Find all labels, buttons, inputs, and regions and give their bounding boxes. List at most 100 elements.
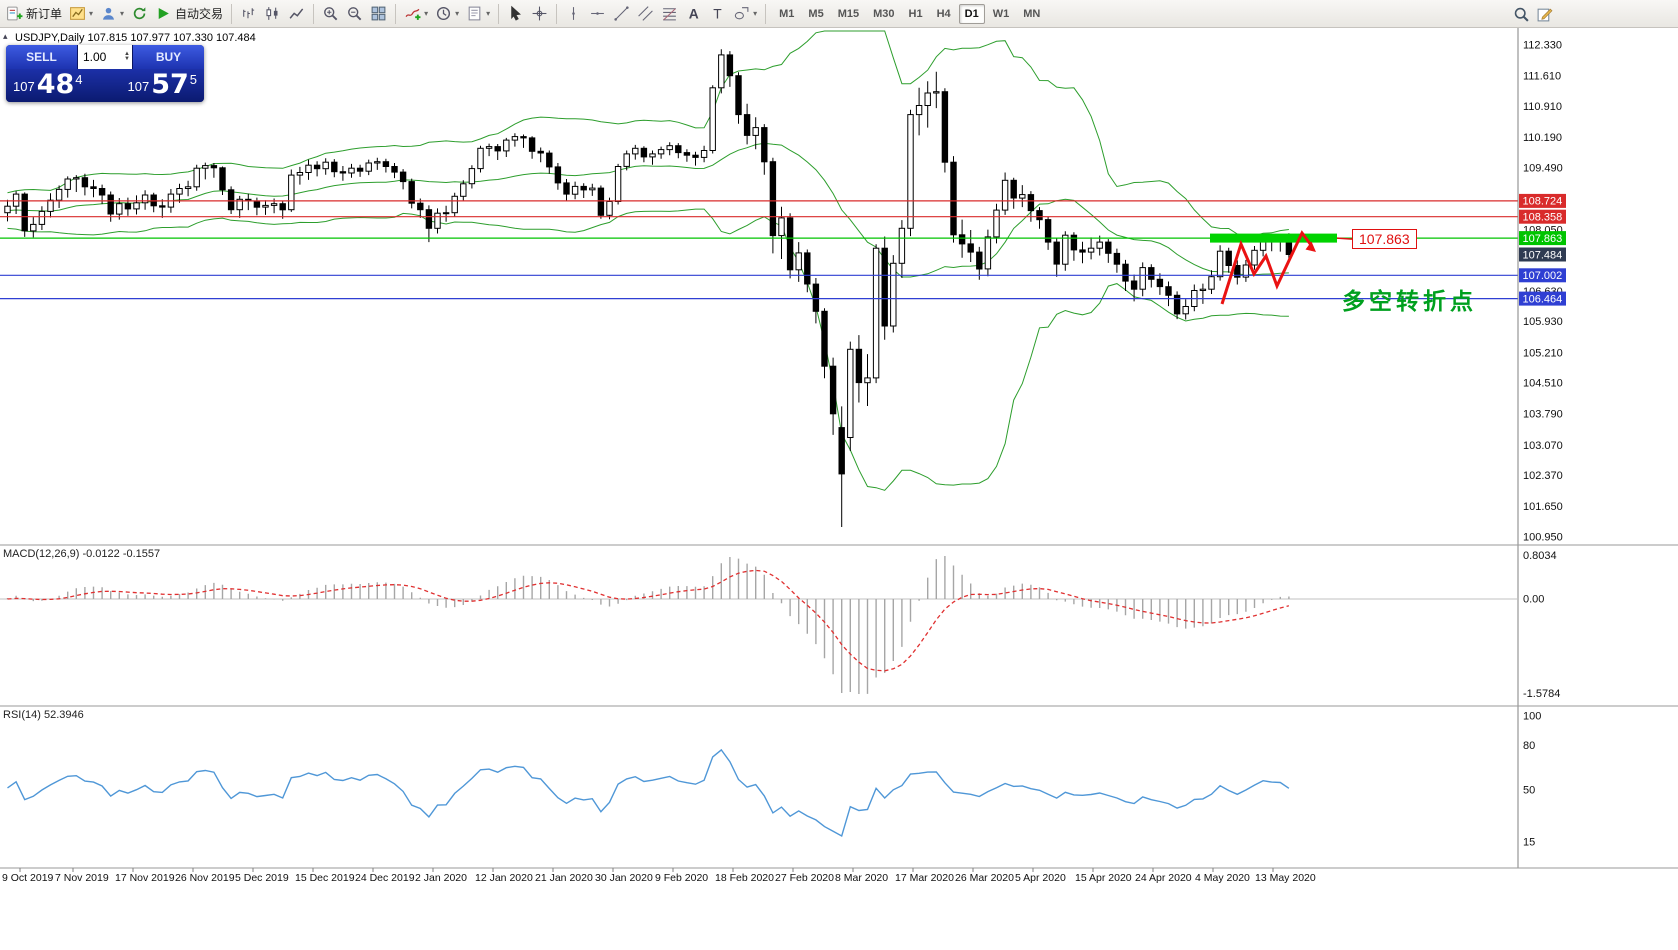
toolbar-separator: [231, 3, 233, 24]
cursor-button[interactable]: [504, 2, 527, 26]
vline-icon: [572, 7, 575, 20]
bars-button[interactable]: [237, 2, 260, 26]
trend-annotation-arrow[interactable]: [1220, 230, 1316, 305]
toolbar-separator: [395, 3, 397, 24]
fibonacci-button[interactable]: [658, 2, 681, 26]
macd-histogram: [6, 556, 1290, 694]
svg-text:15: 15: [1523, 836, 1535, 848]
timeframe-group: M1 M5 M15 M30 H1 H4 D1 W1 MN: [773, 3, 1046, 24]
price-axis-label: 109.490: [1523, 162, 1563, 174]
indicators-button[interactable]: ▾: [401, 2, 431, 26]
svg-text:0.00: 0.00: [1523, 594, 1544, 606]
rsi-line: [7, 748, 1290, 838]
shapes-button[interactable]: ▾: [730, 2, 760, 26]
macd-indicator-label: MACD(12,26,9) -0.0122 -0.1557: [3, 548, 161, 560]
date-axis-label: 21 Jan 2020: [535, 872, 593, 884]
macd-signal-line: [7, 569, 1290, 672]
label-button[interactable]: T: [706, 2, 729, 26]
svg-text:107.863: 107.863: [1523, 233, 1563, 245]
sell-price: 107 48 4: [13, 69, 83, 100]
date-axis-label: 7 Nov 2019: [55, 872, 109, 884]
callout-connector: [1336, 237, 1353, 240]
vline-button[interactable]: [562, 2, 585, 26]
shapes-icon: [734, 7, 749, 20]
dropdown-arrow-icon[interactable]: ▾: [424, 9, 429, 18]
timeframe-h1[interactable]: H1: [908, 7, 923, 20]
one-click-trading-panel: SELL 1.00 ▲ ▼ BUY 107 48 4 107 57 5: [6, 45, 204, 102]
date-axis-label: 17 Mar 2020: [895, 872, 954, 884]
svg-text:50: 50: [1523, 785, 1535, 797]
timeframe-m5[interactable]: M5: [808, 7, 824, 20]
price-axis-label: 105.210: [1523, 347, 1563, 359]
hline-button[interactable]: [586, 2, 609, 26]
line-chart-button[interactable]: [285, 2, 308, 26]
sell-button[interactable]: SELL: [6, 45, 78, 69]
svg-text:A: A: [689, 5, 699, 21]
periods-button[interactable]: ▾: [432, 2, 462, 26]
toolbar-separator: [765, 3, 767, 24]
dropdown-arrow-icon[interactable]: ▾: [89, 9, 94, 18]
price-axis-label: 105.930: [1523, 316, 1563, 328]
timeframe-m30[interactable]: M30: [873, 7, 895, 20]
autotrading-button[interactable]: 自动交易: [152, 2, 226, 26]
dropdown-arrow-icon[interactable]: ▾: [455, 9, 460, 18]
timeframe-w1[interactable]: W1: [992, 7, 1010, 20]
price-axis-label: 103.070: [1523, 440, 1563, 452]
timeframe-m15[interactable]: M15: [837, 7, 860, 20]
channel-button[interactable]: [634, 2, 657, 26]
candles-button[interactable]: [261, 2, 284, 26]
date-axis-label: 9 Feb 2020: [655, 872, 708, 884]
timeframe-m1[interactable]: M1: [779, 7, 795, 20]
zoom-in-button[interactable]: [319, 2, 342, 26]
zoom-in-icon: [324, 7, 338, 21]
zoom-out-icon: [348, 7, 362, 21]
svg-text:108.724: 108.724: [1523, 196, 1563, 208]
search-button[interactable]: [1510, 2, 1533, 26]
timeframe-h4[interactable]: H4: [936, 7, 951, 20]
dropdown-arrow-icon[interactable]: ▾: [120, 9, 125, 18]
templates-button[interactable]: ▾: [463, 2, 493, 26]
periods-icon: [437, 6, 451, 21]
timeframe-d1[interactable]: D1: [958, 3, 985, 24]
autotrading-icon: [158, 7, 169, 20]
trendline-button[interactable]: [610, 2, 633, 26]
volume-input[interactable]: 1.00 ▲ ▼: [78, 45, 132, 69]
tile-windows-button[interactable]: [367, 2, 390, 26]
date-axis-label: 27 Feb 2020: [775, 872, 834, 884]
price-tag-108.724: 108.724: [1519, 193, 1566, 208]
profiles-button[interactable]: ▾: [97, 2, 127, 26]
zoom-out-button[interactable]: [343, 2, 366, 26]
one-click-toggle-icon[interactable]: ▴: [3, 31, 8, 41]
date-axis-label: 2 Jan 2020: [415, 872, 467, 884]
search-icon: [1514, 7, 1529, 22]
timeframe-mn[interactable]: MN: [1023, 7, 1041, 20]
date-axis-label: 5 Dec 2019: [235, 872, 289, 884]
volume-spinner-icon[interactable]: ▲ ▼: [124, 51, 130, 62]
toolbar-separator: [498, 3, 500, 24]
new-order-button[interactable]: 新订单: [3, 2, 65, 26]
label-icon: T: [713, 5, 722, 21]
autotrading-label: 自动交易: [175, 7, 224, 21]
price-tag-107.863: 107.863: [1519, 231, 1566, 246]
text-button[interactable]: A: [682, 2, 705, 26]
buy-button[interactable]: BUY: [132, 45, 204, 69]
buy-price: 107 57 5: [127, 69, 197, 100]
date-axis-label: 17 Nov 2019: [115, 872, 175, 884]
tile-windows-icon: [371, 6, 386, 21]
refresh-button[interactable]: [128, 2, 151, 26]
dropdown-arrow-icon[interactable]: ▾: [486, 9, 491, 18]
highlight-zone[interactable]: [1210, 233, 1337, 243]
crosshair-button[interactable]: [528, 2, 551, 26]
price-axis-label: 111.610: [1523, 71, 1561, 83]
crosshair-icon: [532, 6, 547, 21]
annotation-text: 多空转折点: [1342, 288, 1477, 314]
profiles-icon: [103, 7, 115, 20]
toolbar-separator: [556, 3, 558, 24]
dropdown-arrow-icon[interactable]: ▾: [753, 9, 758, 18]
compose-icon: [1537, 8, 1553, 21]
price-tag-107.484: 107.484: [1519, 247, 1566, 262]
svg-text:T: T: [713, 5, 722, 21]
compose-button[interactable]: [1533, 2, 1556, 26]
new-chart-button[interactable]: ▾: [66, 2, 96, 26]
